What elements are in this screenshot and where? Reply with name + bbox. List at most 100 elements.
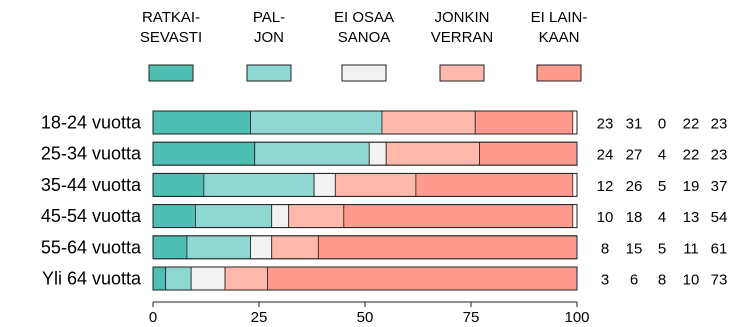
legend-label: SEVASTI bbox=[140, 29, 202, 46]
legend-swatch bbox=[148, 64, 194, 82]
value-label: 3 bbox=[601, 272, 609, 289]
bar-segment-ratkai-sevasti bbox=[152, 235, 188, 260]
legend-swatch bbox=[246, 64, 292, 82]
legend-label: SANOA bbox=[338, 29, 391, 46]
bar-segment-ratkai-sevasti bbox=[152, 266, 167, 291]
legend-item-ei-osaa-sanoa: EI OSAA SANOA bbox=[334, 9, 394, 82]
row-label: 35-44 vuotta bbox=[41, 175, 142, 195]
value-label: 13 bbox=[683, 209, 700, 226]
value-label: 0 bbox=[658, 116, 666, 133]
bar-segment-ratkai-sevasti bbox=[152, 204, 196, 229]
row-label: Yli 64 vuotta bbox=[42, 269, 142, 289]
value-label: 6 bbox=[630, 272, 638, 289]
value-label: 11 bbox=[683, 240, 699, 257]
legend-label: KAAN bbox=[539, 29, 580, 46]
bar-outline bbox=[152, 110, 578, 135]
row-label: 25-34 vuotta bbox=[41, 144, 142, 164]
bar-segment-ei-lain-kaan bbox=[415, 172, 574, 197]
value-label: 8 bbox=[601, 240, 609, 257]
value-label: 12 bbox=[597, 178, 614, 195]
value-label: 5 bbox=[658, 240, 666, 257]
legend-item-jonkin-verran: JONKIN VERRAN bbox=[431, 9, 494, 82]
bar-segment-jonkin-verran bbox=[224, 266, 268, 291]
row-35-44-vuotta: 35-44 vuotta 12 26 5 19 37 bbox=[41, 172, 727, 197]
value-label: 4 bbox=[658, 209, 666, 226]
row-label: 18-24 vuotta bbox=[41, 113, 142, 133]
value-label: 61 bbox=[711, 240, 728, 257]
bar-segment-ei-osaa-sanoa bbox=[250, 235, 273, 260]
value-label: 10 bbox=[597, 209, 614, 226]
value-label: 27 bbox=[626, 147, 643, 164]
bar-outline bbox=[152, 235, 578, 260]
bar-segment-pal-jon bbox=[254, 141, 370, 166]
value-label: 23 bbox=[711, 147, 728, 164]
bar-outline bbox=[152, 266, 578, 291]
row-18-24-vuotta: 18-24 vuotta 23 31 0 22 23 bbox=[41, 110, 728, 135]
x-tick-label: 50 bbox=[357, 309, 374, 326]
bar-outline bbox=[152, 204, 578, 229]
bar-segment-ei-osaa-sanoa bbox=[313, 172, 336, 197]
value-label: 54 bbox=[711, 209, 728, 226]
bar-segment-ei-lain-kaan bbox=[474, 110, 574, 135]
legend-swatch bbox=[341, 64, 387, 82]
row-55-64-vuotta: 55-64 vuotta 8 15 5 11 61 bbox=[41, 235, 728, 260]
bar-segment-ei-lain-kaan bbox=[343, 204, 574, 229]
value-label: 5 bbox=[658, 178, 666, 195]
value-label: 26 bbox=[626, 178, 643, 195]
bar-segment-jonkin-verran bbox=[385, 141, 480, 166]
value-label: 18 bbox=[626, 209, 643, 226]
legend-swatch bbox=[536, 64, 582, 82]
legend-swatch bbox=[439, 64, 485, 82]
bar-segment-ratkai-sevasti bbox=[152, 110, 251, 135]
legend-label: EI LAIN- bbox=[531, 9, 588, 26]
legend-label: PAL- bbox=[253, 9, 285, 26]
legend-item-ratkai-sevasti: RATKAI- SEVASTI bbox=[140, 9, 202, 82]
value-label: 19 bbox=[683, 178, 700, 195]
x-tick-label: 0 bbox=[149, 309, 157, 326]
legend-label: EI OSAA bbox=[334, 9, 394, 26]
value-label: 15 bbox=[626, 240, 643, 257]
bar-segment-ei-osaa-sanoa bbox=[271, 204, 290, 229]
bar-segment-pal-jon bbox=[203, 172, 315, 197]
x-axis: 0 25 50 75 100 bbox=[149, 301, 590, 326]
bar-segment-ei-lain-kaan bbox=[317, 235, 578, 260]
bar-outline bbox=[152, 172, 578, 197]
value-label: 4 bbox=[658, 147, 666, 164]
bar-segment-ei-lain-kaan bbox=[479, 141, 578, 166]
bar-segment-pal-jon bbox=[250, 110, 383, 135]
bar-segment-jonkin-verran bbox=[381, 110, 476, 135]
row-label: 55-64 vuotta bbox=[41, 237, 142, 257]
value-label: 73 bbox=[711, 272, 728, 289]
row-25-34-vuotta: 25-34 vuotta 24 27 4 22 23 bbox=[41, 141, 728, 166]
bar-segment-ei-osaa-sanoa bbox=[368, 141, 387, 166]
bar-segment-jonkin-verran bbox=[271, 235, 319, 260]
value-label: 22 bbox=[683, 116, 700, 133]
row-label: 45-54 vuotta bbox=[41, 206, 142, 226]
x-tick-label: 25 bbox=[251, 309, 268, 326]
bar-outline bbox=[152, 141, 578, 166]
bar-segment-ei-lain-kaan bbox=[267, 266, 578, 291]
bar-segment-ratkai-sevasti bbox=[152, 172, 205, 197]
bar-segment-pal-jon bbox=[194, 204, 273, 229]
row-45-54-vuotta: 45-54 vuotta 10 18 4 13 54 bbox=[41, 204, 728, 229]
legend-label: VERRAN bbox=[431, 29, 494, 46]
legend-label: JONKIN bbox=[434, 9, 489, 26]
row-yli-64-vuotta: Yli 64 vuotta 3 6 8 10 73 bbox=[42, 266, 728, 291]
bar-segment-pal-jon bbox=[186, 235, 251, 260]
legend-label: JON bbox=[254, 29, 284, 46]
value-label: 23 bbox=[711, 116, 728, 133]
bar-segment-ei-osaa-sanoa bbox=[190, 266, 226, 291]
value-label: 23 bbox=[597, 116, 614, 133]
bar-segment-ratkai-sevasti bbox=[152, 141, 256, 166]
bar-segment-pal-jon bbox=[165, 266, 192, 291]
legend-label: RATKAI- bbox=[142, 9, 200, 26]
legend: RATKAI- SEVASTI PAL- JON EI OSAA SANOA JONKIN V… bbox=[140, 9, 588, 82]
x-tick-label: 75 bbox=[463, 309, 480, 326]
legend-item-ei-lain-kaan: EI LAIN- KAAN bbox=[531, 9, 588, 82]
value-label: 24 bbox=[597, 147, 614, 164]
legend-item-pal-jon: PAL- JON bbox=[246, 9, 292, 82]
value-label: 22 bbox=[683, 147, 700, 164]
value-label: 31 bbox=[626, 116, 643, 133]
